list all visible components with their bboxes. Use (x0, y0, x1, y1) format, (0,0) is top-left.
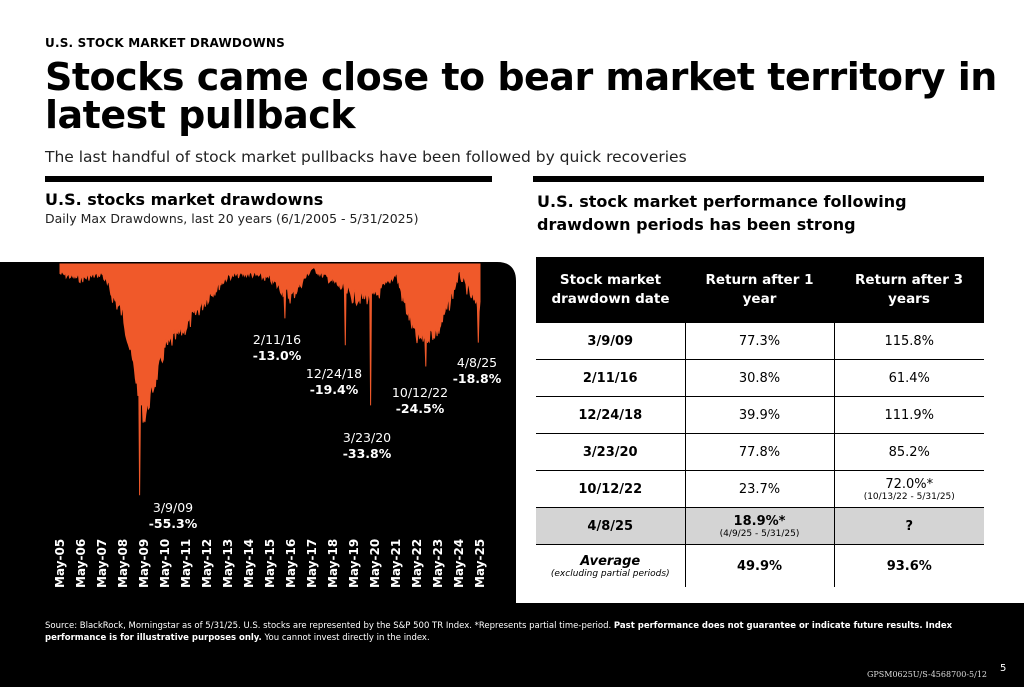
x-tick-label: May-16 (284, 539, 298, 588)
table-row: 10/12/22 23.7% 72.0%* (10/13/22 - 5/31/2… (536, 470, 984, 508)
disclaimer-text: Past performance does not guarantee or i… (45, 621, 953, 643)
table-row: 3/9/09 77.3% 115.8% (536, 323, 984, 360)
annotation-value: -33.8% (342, 446, 392, 461)
x-tick-label: May-05 (53, 539, 67, 588)
cell-date: 3/9/09 (536, 323, 686, 360)
annotation-3-9-09: 3/9/09 -55.3% (138, 500, 208, 532)
cell-average-label: Average (excluding partial periods) (536, 544, 686, 587)
cell-return-3y: 111.9% (834, 396, 984, 434)
table-header-row: Stock market drawdown date Return after … (536, 257, 984, 323)
cell-return-3y: 61.4% (834, 359, 984, 397)
cell-date: 3/23/20 (536, 433, 686, 471)
table-row-average: Average (excluding partial periods) 49.9… (536, 544, 984, 587)
x-tick-label: May-25 (473, 539, 487, 588)
x-tick-label: May-10 (158, 539, 172, 588)
cell-note: (4/9/25 - 5/31/25) (719, 528, 800, 539)
section-rule-right (533, 176, 984, 182)
cell-return-3y: ? (834, 507, 984, 545)
annotation-4-8-25: 4/8/25 -18.8% (442, 355, 512, 387)
chart-subheading: Daily Max Drawdowns, last 20 years (6/1/… (45, 211, 419, 226)
cell-date: 12/24/18 (536, 396, 686, 434)
cell-return-1y: 77.3% (685, 323, 835, 360)
annotation-date: 3/9/09 (152, 500, 194, 515)
table-row: 3/23/20 77.8% 85.2% (536, 433, 984, 471)
page-title: Stocks came close to bear market territo… (45, 55, 997, 137)
page-number: 5 (1000, 663, 1007, 674)
cell-value: 72.0%* (885, 476, 934, 492)
x-tick-label: May-20 (368, 539, 382, 588)
x-tick-label: May-09 (137, 539, 151, 588)
footnote: Source: BlackRock, Morningstar as of 5/3… (45, 620, 975, 644)
annotation-12-24-18: 12/24/18 -19.4% (297, 366, 371, 398)
cell-date: 2/11/16 (536, 359, 686, 397)
annotation-value: -55.3% (148, 516, 198, 531)
table-row: 12/24/18 39.9% 111.9% (536, 396, 984, 434)
table-row-highlighted: 4/8/25 18.9%* (4/9/25 - 5/31/25) ? (536, 507, 984, 545)
cell-date: 4/8/25 (536, 507, 686, 545)
average-note: (excluding partial periods) (550, 568, 670, 579)
average-label: Average (580, 553, 641, 569)
cell-average-3y: 93.6% (886, 558, 932, 574)
x-tick-label: May-08 (116, 539, 130, 588)
document-code: GPSM0625U/S-4568700-5/12 (867, 670, 988, 679)
annotation-date: 2/11/16 (252, 332, 302, 347)
table-row: 2/11/16 30.8% 61.4% (536, 359, 984, 397)
annotation-date: 4/8/25 (456, 355, 498, 370)
header-return-1y: Return after 1 year (685, 257, 834, 323)
drawdown-area-series (59, 263, 481, 496)
cell-value: 18.9%* (733, 513, 786, 529)
section-rule-left (45, 176, 492, 182)
annotation-date: 10/12/22 (391, 385, 449, 400)
x-tick-label: May-15 (263, 539, 277, 588)
source-text: Source: BlackRock, Morningstar as of 5/3… (45, 621, 612, 631)
x-tick-label: May-06 (74, 539, 88, 588)
cell-date: 10/12/22 (536, 470, 686, 508)
annotation-value: -24.5% (395, 401, 445, 416)
cell-return-1y: 39.9% (685, 396, 835, 434)
x-tick-label: May-14 (242, 539, 256, 588)
x-tick-label: May-12 (200, 539, 214, 588)
annotation-date: 12/24/18 (305, 366, 363, 381)
x-tick-label: May-07 (95, 539, 109, 588)
header-drawdown-date: Stock market drawdown date (536, 257, 685, 323)
cell-return-1y: 23.7% (685, 470, 835, 508)
cell-average-1y: 49.9% (685, 544, 835, 587)
header-return-3y: Return after 3 years (834, 257, 984, 323)
x-tick-label: May-13 (221, 539, 235, 588)
kicker-label: U.S. STOCK MARKET DRAWDOWNS (45, 36, 285, 50)
annotation-3-23-20: 3/23/20 -33.8% (332, 430, 402, 462)
table-heading: U.S. stock market performance following … (537, 192, 907, 234)
x-tick-label: May-22 (410, 539, 424, 588)
x-tick-label: May-24 (452, 539, 466, 588)
cell-return-1y: 30.8% (685, 359, 835, 397)
x-tick-label: May-23 (431, 539, 445, 588)
annotation-value: -19.4% (309, 382, 359, 397)
cell-return-1y: 77.8% (685, 433, 835, 471)
x-tick-label: May-11 (179, 539, 193, 588)
chart-heading: U.S. stocks market drawdowns (45, 190, 324, 209)
disclaimer-tail: You cannot invest directly in the index. (264, 633, 430, 643)
annotation-date: 3/23/20 (342, 430, 392, 445)
cell-return-3y: 72.0%* (10/13/22 - 5/31/25) (834, 470, 984, 508)
page-subtitle: The last handful of stock market pullbac… (45, 148, 687, 166)
annotation-value: -18.8% (452, 371, 502, 386)
x-tick-label: May-18 (326, 539, 340, 588)
x-tick-label: May-19 (347, 539, 361, 588)
annotation-value: -13.0% (252, 348, 302, 363)
performance-table: Stock market drawdown date Return after … (536, 257, 984, 587)
cell-return-3y: 115.8% (834, 323, 984, 360)
cell-return-1y: 18.9%* (4/9/25 - 5/31/25) (685, 507, 835, 545)
cell-return-3y: 85.2% (834, 433, 984, 471)
cell-note: (10/13/22 - 5/31/25) (863, 491, 955, 502)
x-tick-label: May-17 (305, 539, 319, 588)
annotation-10-12-22: 10/12/22 -24.5% (383, 385, 457, 417)
x-tick-label: May-21 (389, 539, 403, 588)
annotation-2-11-16: 2/11/16 -13.0% (242, 332, 312, 364)
